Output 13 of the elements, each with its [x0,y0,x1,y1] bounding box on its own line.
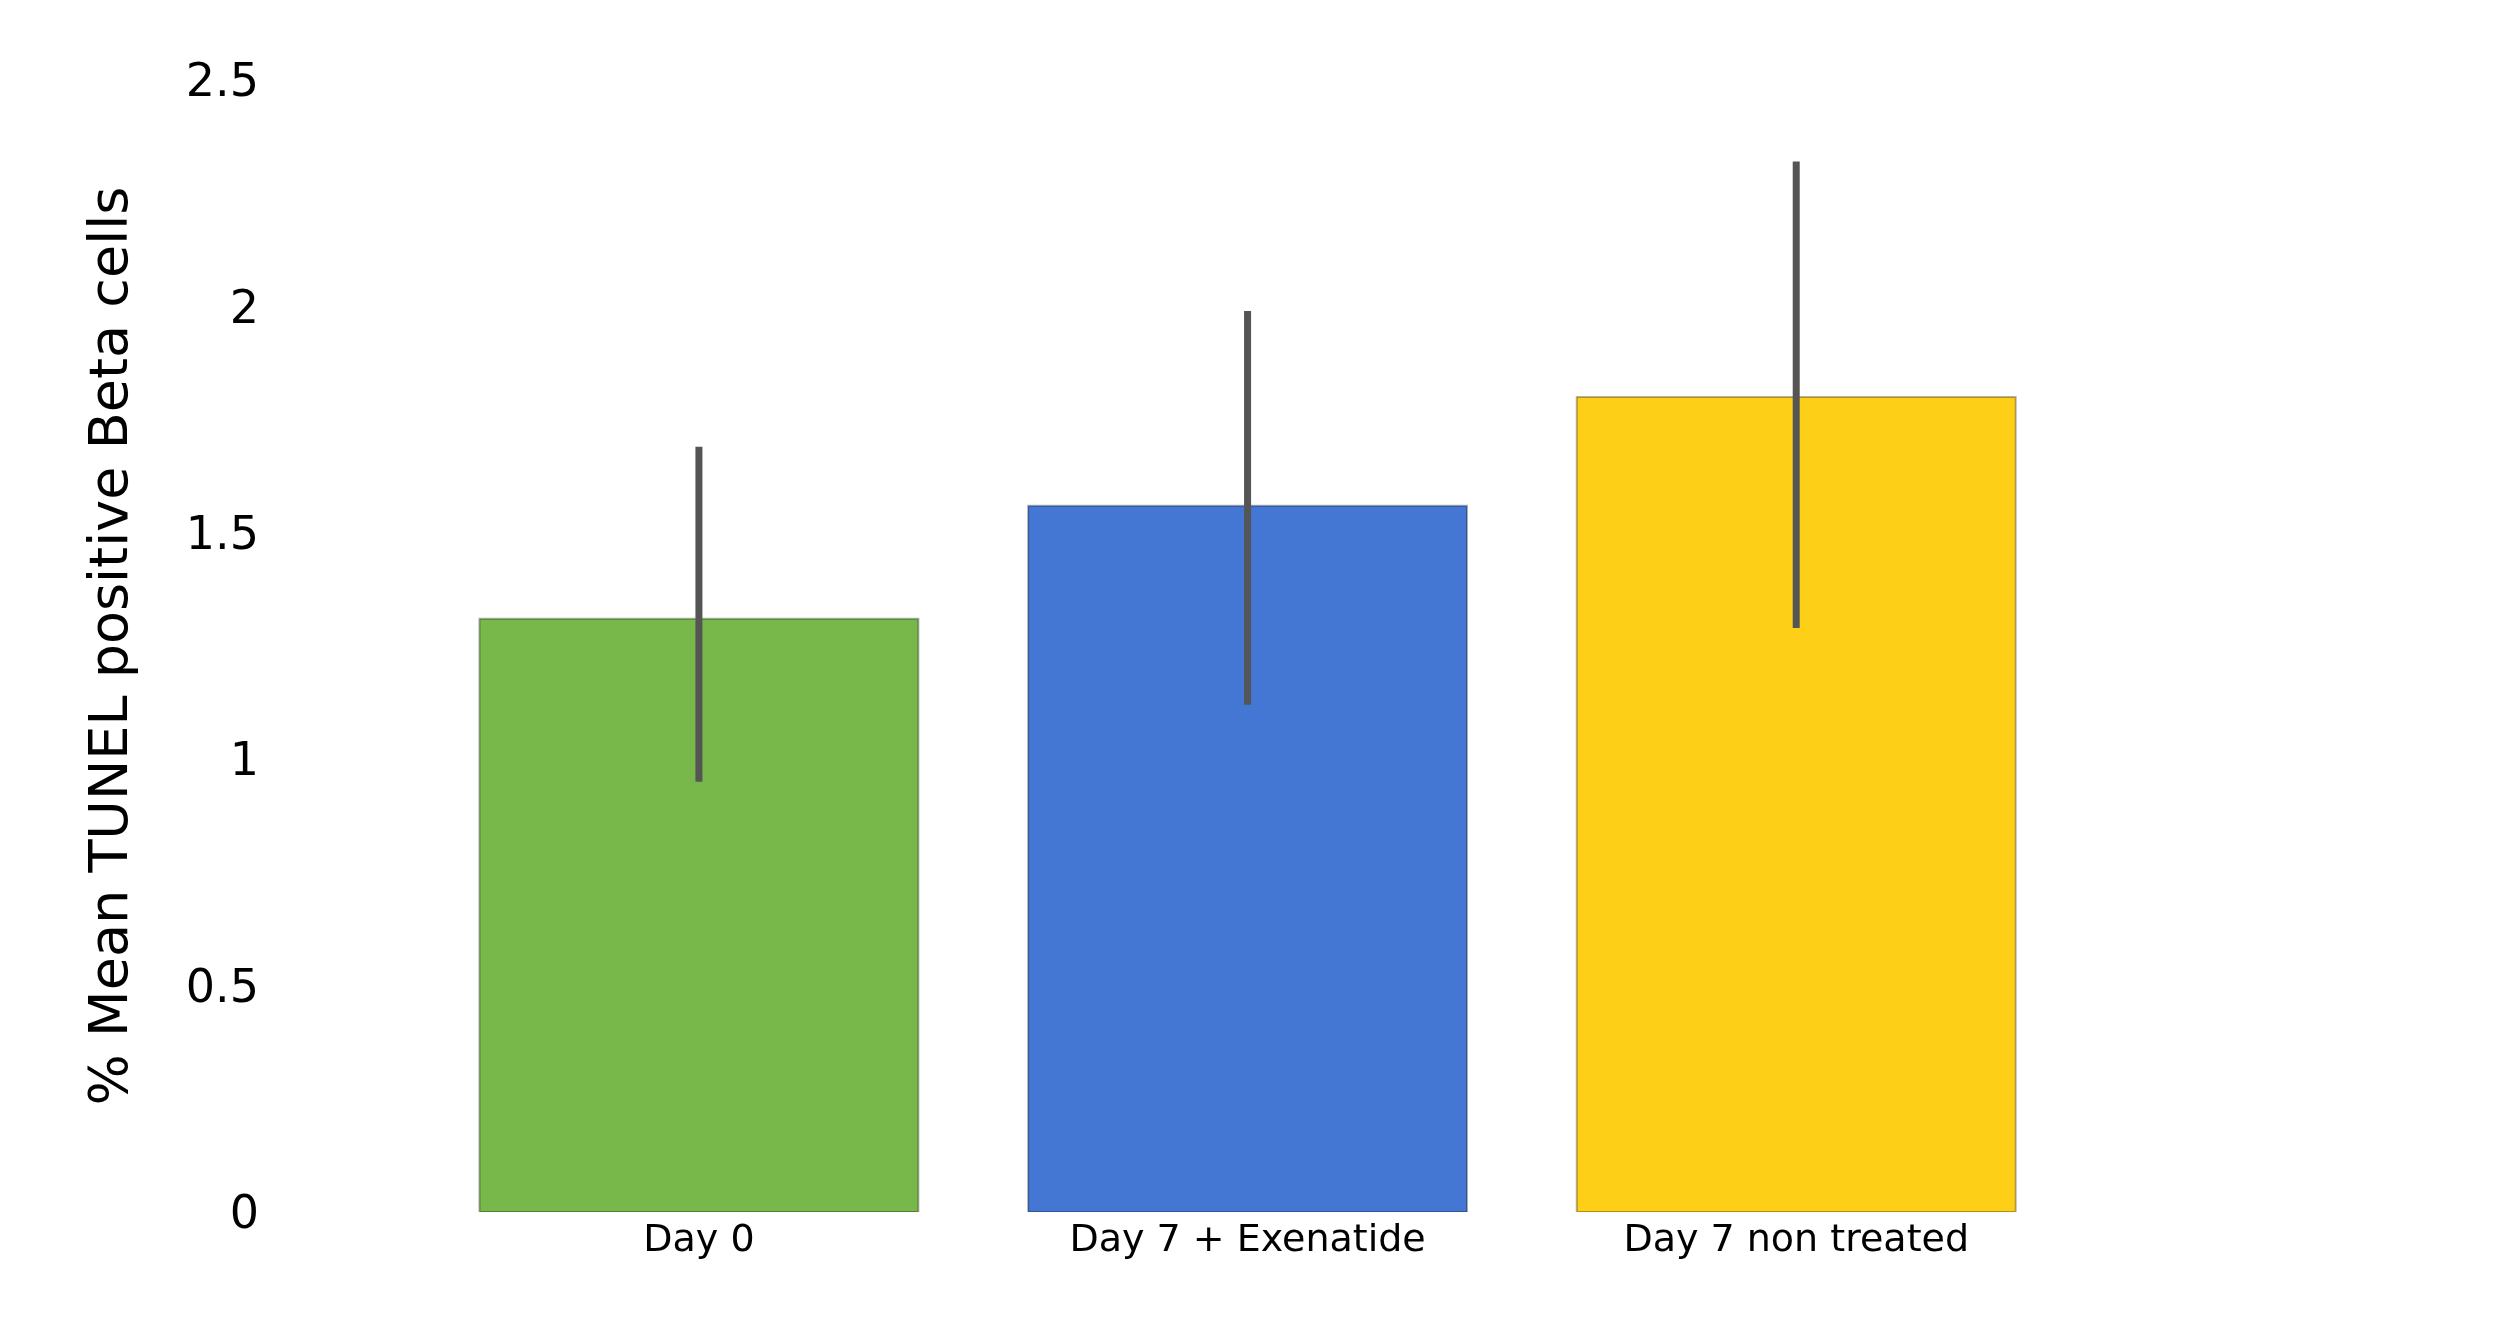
y-tick-label: 2 [229,279,259,334]
bar [478,617,920,1212]
bar [1027,504,1469,1212]
y-tick-label: 1.5 [185,505,259,560]
y-axis-title: % Mean TUNEL positive Beta cells [77,186,141,1106]
y-tick-label: 0 [229,1185,259,1240]
y-tick-label: 0.5 [185,958,259,1013]
y-tick-label: 2.5 [185,53,259,108]
x-tick-label: Day 0 [643,1216,755,1260]
x-tick-label: Day 7 + Exenatide [1069,1216,1426,1260]
x-tick-label: Day 7 non treated [1623,1216,1970,1260]
bar [1575,395,2017,1212]
y-tick-label: 1 [229,732,259,787]
